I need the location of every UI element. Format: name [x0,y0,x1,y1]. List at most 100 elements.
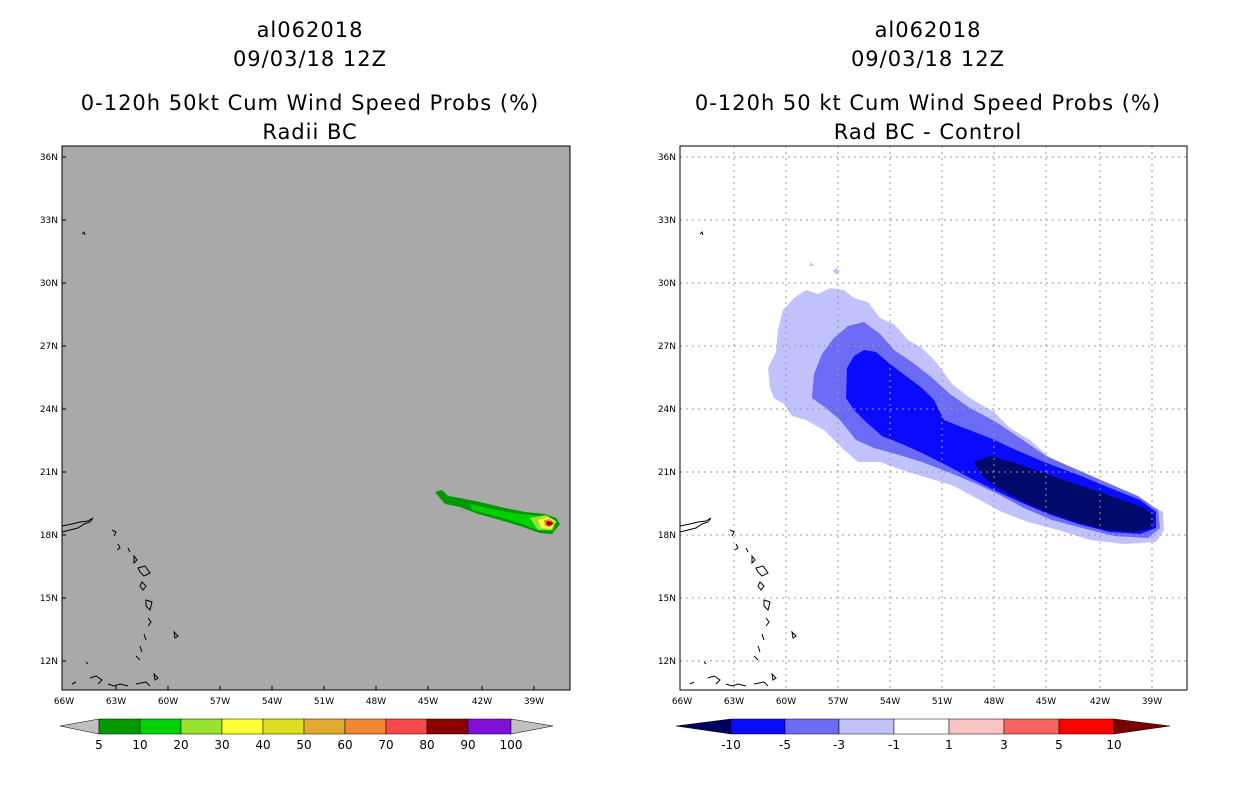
product-title-right: 0-120h 50 kt Cum Wind Speed Probs (%) [694,91,1162,115]
lat-label-24N: 24N [40,405,58,415]
diff-swath-minus10 [974,456,1154,532]
cbar-swatch-50 [303,718,346,735]
lon-label-42W: 42W [1090,697,1110,707]
lon-label-54W: 54W [262,697,282,707]
right-coastlines [679,231,797,687]
cbar-label-plus3: 3 [1000,738,1008,752]
right-colorbar-high-triangle [1113,718,1171,735]
left-map-background [61,145,571,691]
cbar-label-20: 20 [173,738,188,752]
datetime-right: 09/03/18 12Z [850,47,1006,71]
left-lon-axis: 66W 63W 60W 57W 54W 51W 48W 45W 42W 39W [54,697,544,707]
cbar-swatch-5 [98,718,141,735]
lon-label-48W: 48W [366,697,386,707]
lat-label-27N: 27N [658,342,676,352]
cbar-label-90: 90 [460,738,475,752]
right-colorbar-low-triangle [675,718,732,735]
right-colorbar: -10 -5 -3 -1 1 3 5 10 [675,718,1171,752]
cbar-swatch-30 [221,718,264,735]
cbar-label-100: 100 [500,738,523,752]
lon-label-63W: 63W [724,697,744,707]
left-colorbar: 5 10 20 30 40 50 60 70 80 90 100 [59,718,554,752]
lat-label-33N: 33N [40,216,58,226]
left-lon-ticks [115,686,535,690]
left-lat-axis: 36N 33N 30N 27N 24N 21N 18N 15N 12N [40,153,58,667]
left-colorbar-high-triangle [510,718,554,735]
cbar-swatch-40 [262,718,305,735]
product-title-left: 0-120h 50kt Cum Wind Speed Probs (%) [80,91,540,115]
cbar-swatch-plus3 [1003,718,1060,735]
lon-label-42W: 42W [472,697,492,707]
cbar-swatch-minus5 [784,718,840,735]
cbar-label-40: 40 [255,738,270,752]
lon-label-66W: 66W [54,697,74,707]
lat-label-24N: 24N [658,405,676,415]
lon-label-39W: 39W [1142,697,1162,707]
cbar-label-minus1: -1 [888,738,900,752]
cbar-swatch-plus1 [948,718,1005,735]
left-probability-swath [435,490,560,534]
datetime-left: 09/03/18 12Z [232,47,388,71]
cbar-label-50: 50 [296,738,311,752]
right-difference-swath [768,262,1164,544]
lon-label-66W: 66W [672,697,692,707]
right-grid [680,146,1187,690]
lon-label-48W: 48W [984,697,1004,707]
cbar-swatch-80 [426,718,469,735]
lon-label-45W: 45W [418,697,438,707]
lat-label-36N: 36N [40,153,58,163]
left-coastlines [61,231,179,687]
prob-swath-80 [546,521,553,526]
lat-label-33N: 33N [658,216,676,226]
cbar-swatch-60 [344,718,387,735]
right-lon-axis: 66W 63W 60W 57W 54W 51W 48W 45W 42W 39W [672,697,1162,707]
right-map: 36N 33N 30N 27N 24N 21N 18N 15N 12N 66W … [658,145,1188,752]
cbar-swatch-lt-minus10 [730,718,786,735]
cbar-swatch-minus3 [838,718,895,735]
lat-label-15N: 15N [658,594,676,604]
cbar-label-80: 80 [419,738,434,752]
cbar-label-minus3: -3 [833,738,845,752]
lon-label-45W: 45W [1036,697,1056,707]
right-panel-title: al062018 09/03/18 12Z 0-120h 50 kt Cum W… [668,16,1188,147]
lon-label-51W: 51W [932,697,952,707]
lat-label-30N: 30N [40,279,58,289]
lat-label-12N: 12N [658,657,676,667]
lon-label-57W: 57W [210,697,230,707]
left-colorbar-low-triangle [59,718,100,735]
experiment-label-right: Rad BC - Control [833,120,1023,144]
prob-swath-10 [470,504,555,531]
cbar-label-minus5: -5 [779,738,791,752]
lat-label-36N: 36N [658,153,676,163]
lat-label-21N: 21N [658,468,676,478]
cbar-label-plus1: 1 [945,738,953,752]
lat-label-18N: 18N [40,531,58,541]
lat-label-15N: 15N [40,594,58,604]
cbar-swatch-70 [385,718,428,735]
left-map: 36N 33N 30N 27N 24N 21N 18N 15N 12N 66W … [40,145,571,752]
diff-fleck-2 [833,268,840,274]
cbar-swatch-90 [467,718,512,735]
storm-id-right: al062018 [874,18,982,42]
lon-label-51W: 51W [314,697,334,707]
lat-label-30N: 30N [658,279,676,289]
cbar-swatch-10 [139,718,182,735]
lon-label-54W: 54W [880,697,900,707]
cbar-label-5: 5 [95,738,103,752]
lat-label-12N: 12N [40,657,58,667]
lon-label-63W: 63W [106,697,126,707]
cbar-label-minus10: -10 [721,738,741,752]
right-lat-axis: 36N 33N 30N 27N 24N 21N 18N 15N 12N [658,153,676,667]
cbar-swatch-plus5 [1058,718,1115,735]
lon-label-57W: 57W [828,697,848,707]
cbar-label-70: 70 [378,738,393,752]
left-lat-ticks [62,156,66,662]
cbar-label-plus5: 5 [1055,738,1063,752]
lat-label-27N: 27N [40,342,58,352]
experiment-label-left: Radii BC [262,120,358,144]
cbar-label-60: 60 [337,738,352,752]
cbar-label-30: 30 [214,738,229,752]
lon-label-39W: 39W [524,697,544,707]
lon-label-60W: 60W [776,697,796,707]
cbar-swatch-minus1 [893,718,950,735]
